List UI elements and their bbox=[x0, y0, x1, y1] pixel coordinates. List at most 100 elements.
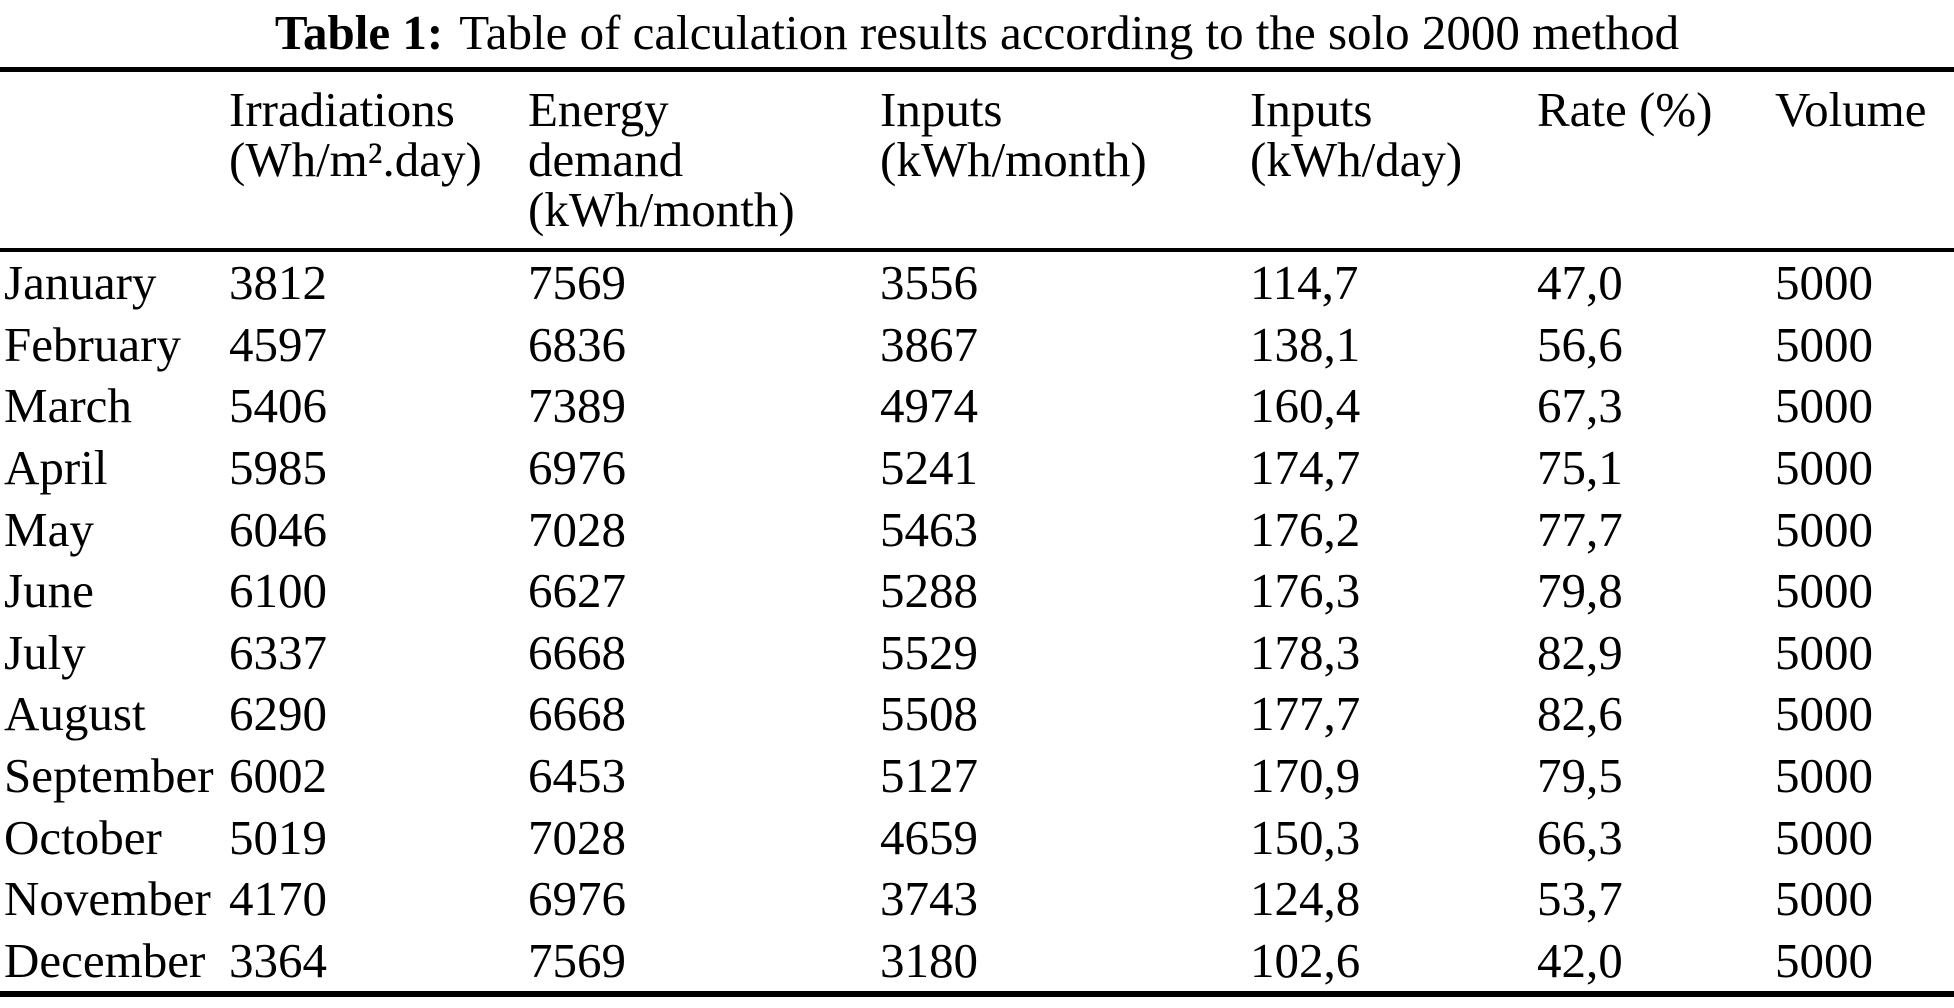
table-row: July 6337 6668 5529 178,3 82,9 5000 bbox=[0, 622, 1954, 684]
cell-rate: 77,7 bbox=[1537, 501, 1623, 557]
header-volume-line1: Volume bbox=[1775, 82, 1927, 137]
table-caption-label: Table 1: bbox=[274, 5, 444, 60]
header-inputs-day: Inputs (kWh/day) bbox=[1250, 69, 1537, 252]
cell-volume: 5000 bbox=[1775, 624, 1873, 680]
cell-energy-demand: 6668 bbox=[528, 624, 626, 680]
header-inputs-day-unit: (kWh/day) bbox=[1250, 132, 1463, 187]
cell-inputs-month: 5288 bbox=[880, 563, 978, 619]
cell-energy-demand: 7389 bbox=[528, 378, 626, 434]
header-volume: Volume bbox=[1775, 69, 1954, 252]
table-row: January 3812 7569 3556 114,7 47,0 5000 bbox=[0, 250, 1954, 314]
cell-inputs-day: 138,1 bbox=[1250, 316, 1361, 372]
cell-inputs-month: 5127 bbox=[880, 748, 978, 804]
cell-irradiations: 5985 bbox=[229, 440, 327, 496]
cell-inputs-month: 5463 bbox=[880, 501, 978, 557]
cell-energy-demand: 6836 bbox=[528, 316, 626, 372]
header-rate: Rate (%) bbox=[1537, 69, 1775, 252]
header-energy-demand-line1: Energy bbox=[528, 82, 669, 137]
header-inputs-month-line1: Inputs bbox=[880, 82, 1003, 137]
header-energy-demand-unit: (kWh/month) bbox=[528, 182, 795, 237]
cell-month: July bbox=[4, 624, 86, 680]
table-row: December 3364 7569 3180 102,6 42,0 5000 bbox=[0, 930, 1954, 995]
cell-irradiations: 6002 bbox=[229, 748, 327, 804]
cell-energy-demand: 7028 bbox=[528, 809, 626, 865]
cell-month: June bbox=[4, 563, 94, 619]
table-row: August 6290 6668 5508 177,7 82,6 5000 bbox=[0, 683, 1954, 745]
cell-inputs-month: 5508 bbox=[880, 686, 978, 742]
cell-month: November bbox=[4, 871, 211, 927]
cell-energy-demand: 6668 bbox=[528, 686, 626, 742]
cell-rate: 79,5 bbox=[1537, 748, 1623, 804]
cell-inputs-month: 3180 bbox=[880, 932, 978, 988]
cell-rate: 75,1 bbox=[1537, 440, 1623, 496]
cell-inputs-month: 5241 bbox=[880, 440, 978, 496]
header-inputs-day-line1: Inputs bbox=[1250, 82, 1373, 137]
cell-volume: 5000 bbox=[1775, 686, 1873, 742]
cell-inputs-day: 177,7 bbox=[1250, 686, 1361, 742]
header-inputs-month-unit: (kWh/month) bbox=[880, 132, 1147, 187]
cell-volume: 5000 bbox=[1775, 378, 1873, 434]
table-row: September 6002 6453 5127 170,9 79,5 5000 bbox=[0, 745, 1954, 807]
cell-irradiations: 4597 bbox=[229, 316, 327, 372]
table-caption-text: Table of calculation results according t… bbox=[459, 5, 1680, 60]
header-irradiations-line1: Irradiations bbox=[229, 82, 455, 137]
cell-rate: 82,9 bbox=[1537, 624, 1623, 680]
cell-energy-demand: 7569 bbox=[528, 255, 626, 311]
cell-inputs-month: 4974 bbox=[880, 378, 978, 434]
cell-inputs-day: 124,8 bbox=[1250, 871, 1361, 927]
cell-irradiations: 5406 bbox=[229, 378, 327, 434]
header-rate-line1: Rate (%) bbox=[1537, 82, 1713, 137]
cell-month: August bbox=[4, 686, 146, 742]
cell-energy-demand: 7569 bbox=[528, 932, 626, 988]
cell-rate: 56,6 bbox=[1537, 316, 1623, 372]
cell-inputs-day: 114,7 bbox=[1250, 255, 1359, 311]
cell-inputs-month: 3867 bbox=[880, 316, 978, 372]
cell-irradiations: 5019 bbox=[229, 809, 327, 865]
results-table: Irradiations (Wh/m².day) Energy demand (… bbox=[0, 67, 1954, 998]
header-energy-demand: Energy demand (kWh/month) bbox=[528, 69, 880, 252]
cell-inputs-month: 4659 bbox=[880, 809, 978, 865]
cell-volume: 5000 bbox=[1775, 255, 1873, 311]
cell-irradiations: 3812 bbox=[229, 255, 327, 311]
cell-volume: 5000 bbox=[1775, 748, 1873, 804]
cell-month: October bbox=[4, 809, 162, 865]
cell-month: March bbox=[4, 378, 132, 434]
cell-month: January bbox=[4, 255, 157, 311]
table-row: April 5985 6976 5241 174,7 75,1 5000 bbox=[0, 437, 1954, 499]
cell-irradiations: 3364 bbox=[229, 932, 327, 988]
cell-inputs-day: 170,9 bbox=[1250, 748, 1361, 804]
cell-volume: 5000 bbox=[1775, 316, 1873, 372]
table-row: June 6100 6627 5288 176,3 79,8 5000 bbox=[0, 560, 1954, 622]
cell-volume: 5000 bbox=[1775, 809, 1873, 865]
cell-inputs-day: 160,4 bbox=[1250, 378, 1361, 434]
header-irradiations-unit: (Wh/m².day) bbox=[229, 132, 482, 187]
table-row: February 4597 6836 3867 138,1 56,6 5000 bbox=[0, 314, 1954, 376]
cell-irradiations: 4170 bbox=[229, 871, 327, 927]
cell-rate: 67,3 bbox=[1537, 378, 1623, 434]
cell-energy-demand: 6627 bbox=[528, 563, 626, 619]
cell-inputs-day: 102,6 bbox=[1250, 932, 1361, 988]
cell-rate: 79,8 bbox=[1537, 563, 1623, 619]
cell-inputs-day: 178,3 bbox=[1250, 624, 1361, 680]
table-caption: Table 1: Table of calculation results acc… bbox=[0, 0, 1954, 67]
cell-inputs-month: 3743 bbox=[880, 871, 978, 927]
header-energy-demand-line2: demand bbox=[528, 132, 684, 187]
cell-inputs-month: 5529 bbox=[880, 624, 978, 680]
table-row: November 4170 6976 3743 124,8 53,7 5000 bbox=[0, 868, 1954, 930]
cell-inputs-day: 150,3 bbox=[1250, 809, 1361, 865]
cell-rate: 42,0 bbox=[1537, 932, 1623, 988]
cell-rate: 47,0 bbox=[1537, 255, 1623, 311]
cell-irradiations: 6290 bbox=[229, 686, 327, 742]
cell-month: September bbox=[4, 748, 214, 804]
cell-energy-demand: 7028 bbox=[528, 501, 626, 557]
cell-energy-demand: 6453 bbox=[528, 748, 626, 804]
header-inputs-month: Inputs (kWh/month) bbox=[880, 69, 1250, 252]
cell-rate: 66,3 bbox=[1537, 809, 1623, 865]
cell-irradiations: 6100 bbox=[229, 563, 327, 619]
cell-irradiations: 6337 bbox=[229, 624, 327, 680]
cell-energy-demand: 6976 bbox=[528, 871, 626, 927]
table-row: May 6046 7028 5463 176,2 77,7 5000 bbox=[0, 498, 1954, 560]
cell-rate: 53,7 bbox=[1537, 871, 1623, 927]
cell-month: May bbox=[4, 501, 94, 557]
cell-volume: 5000 bbox=[1775, 932, 1873, 988]
